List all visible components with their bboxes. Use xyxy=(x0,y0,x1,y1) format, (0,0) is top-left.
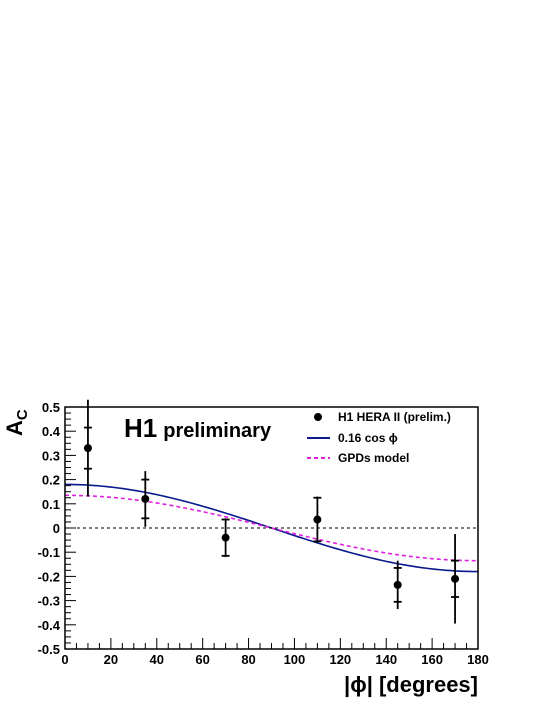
data-point xyxy=(221,518,230,558)
y-axis-title: AC xyxy=(2,409,31,436)
data-point xyxy=(83,399,92,497)
point-marker xyxy=(83,444,92,453)
x-tick-label: 40 xyxy=(150,652,164,667)
y-tick-label: -0.5 xyxy=(38,642,60,657)
x-tick-label: 140 xyxy=(375,652,397,667)
data-point xyxy=(313,496,322,543)
plot-title-main: H1 xyxy=(124,413,157,443)
x-axis-ticks: 0 20 40 60 80 100 120 140 160 180 xyxy=(61,638,489,667)
point-marker xyxy=(393,580,402,589)
x-tick-label: 180 xyxy=(467,652,489,667)
y-axis-title-sub: C xyxy=(14,409,31,420)
y-tick-label: 0.2 xyxy=(42,473,60,488)
y-tick-label: 0.3 xyxy=(42,448,60,463)
data-point xyxy=(451,534,460,624)
point-marker xyxy=(313,515,322,524)
series-curve xyxy=(64,494,479,562)
y-axis-ticks: -0.5 -0.4 -0.3 -0.2 -0.1 0 0.1 0.2 0.3 0.4 0.5 xyxy=(38,400,76,657)
x-tick-label: 80 xyxy=(241,652,255,667)
y-tick-label: 0.1 xyxy=(42,497,60,512)
legend-label-gpd: GPDs model xyxy=(338,451,409,465)
legend-label-cos: 0.16 cos ϕ xyxy=(338,431,398,445)
point-marker xyxy=(221,533,230,542)
y-tick-label: -0.4 xyxy=(38,618,61,633)
x-tick-label: 0 xyxy=(61,652,68,667)
y-axis-title-main: A xyxy=(2,420,27,436)
data-points-layer xyxy=(83,399,460,624)
y-tick-label: -0.3 xyxy=(38,594,60,609)
point-marker xyxy=(451,574,460,583)
data-point xyxy=(393,560,402,610)
point-marker xyxy=(141,494,150,503)
x-axis-title: |ϕ| [degrees] xyxy=(344,672,478,697)
x-tick-label: 160 xyxy=(421,652,443,667)
legend-marker-data xyxy=(314,413,322,421)
plot-title-sub: preliminary xyxy=(163,420,272,442)
plot-title: H1 preliminary xyxy=(124,413,272,443)
x-tick-label: 120 xyxy=(329,652,351,667)
y-tick-label: 0.5 xyxy=(42,400,60,415)
y-tick-label: -0.2 xyxy=(38,569,60,584)
data-point xyxy=(141,471,150,527)
legend: H1 HERA II (prelim.) 0.16 cos ϕ GPDs mod… xyxy=(307,410,451,465)
x-tick-label: 60 xyxy=(195,652,209,667)
x-tick-label: 100 xyxy=(284,652,306,667)
y-tick-label: -0.1 xyxy=(38,545,60,560)
y-tick-label: 0 xyxy=(53,521,60,536)
legend-label-data: H1 HERA II (prelim.) xyxy=(338,410,451,424)
x-tick-label: 20 xyxy=(104,652,118,667)
y-tick-label: 0.4 xyxy=(42,424,61,439)
